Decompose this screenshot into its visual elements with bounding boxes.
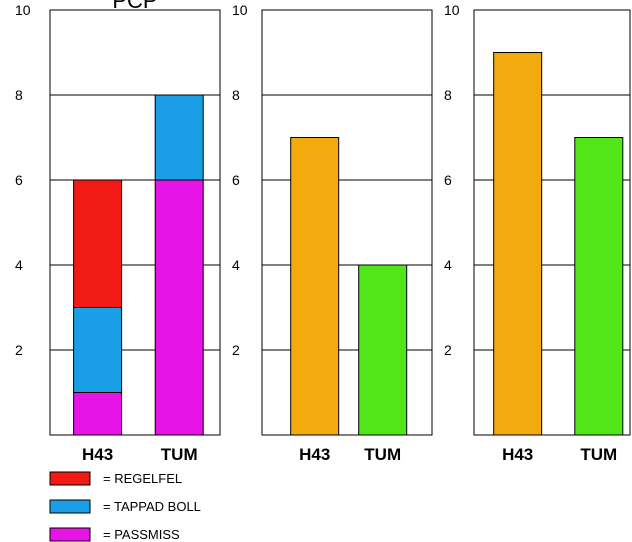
legend: = REGELFEL = TAPPAD BOLL = PASSMISS [49, 471, 201, 542]
y-tick-label: 2 [232, 342, 240, 358]
chart-panel-1: 2 4 6 8 10 H43 TUM PCP [15, 0, 221, 464]
bar-h43 [493, 52, 543, 436]
y-tick-label: 10 [232, 2, 248, 18]
legend-label: = TAPPAD BOLL [103, 499, 201, 514]
legend-item: = REGELFEL [49, 471, 182, 486]
bar-h43-regelfel [73, 179, 123, 308]
bar-h43-passmiss [73, 392, 123, 436]
chart-panel-3: 2 4 6 8 10 H43 TUM [444, 2, 631, 464]
y-tick-label: 6 [15, 172, 23, 188]
y-tick-label: 8 [232, 87, 240, 103]
y-tick-label: 2 [444, 342, 452, 358]
y-tick-label: 10 [444, 2, 460, 18]
bar-tum [358, 264, 408, 436]
y-tick-label: 4 [232, 257, 240, 273]
x-category-label: H43 [82, 445, 113, 464]
y-tick-label: 6 [444, 172, 452, 188]
x-category-label: TUM [580, 445, 617, 464]
x-category-label: H43 [299, 445, 330, 464]
y-tick-label: 6 [232, 172, 240, 188]
y-tick-label: 8 [444, 87, 452, 103]
y-tick-label: 2 [15, 342, 23, 358]
bar-h43 [290, 137, 340, 436]
bar-tum [574, 137, 624, 436]
legend-label: = REGELFEL [103, 471, 182, 486]
y-tick-label: 4 [444, 257, 452, 273]
legend-item: = PASSMISS [49, 527, 180, 542]
bar-h43-tappad-boll [73, 307, 123, 393]
y-tick-label: 10 [15, 2, 31, 18]
legend-swatch [49, 527, 91, 542]
x-category-label: TUM [364, 445, 401, 464]
bar-tum-tappad-boll [154, 94, 204, 181]
legend-label: = PASSMISS [103, 527, 180, 542]
legend-swatch [49, 499, 91, 514]
x-category-label: TUM [161, 445, 198, 464]
legend-swatch [49, 471, 91, 486]
chart-title: PCP [112, 0, 157, 13]
bar-tum-passmiss [154, 179, 204, 436]
x-category-label: H43 [502, 445, 533, 464]
legend-item: = TAPPAD BOLL [49, 499, 201, 514]
chart-panel-2: 2 4 6 8 10 H43 TUM [232, 2, 433, 464]
y-tick-label: 4 [15, 257, 23, 273]
y-tick-label: 8 [15, 87, 23, 103]
